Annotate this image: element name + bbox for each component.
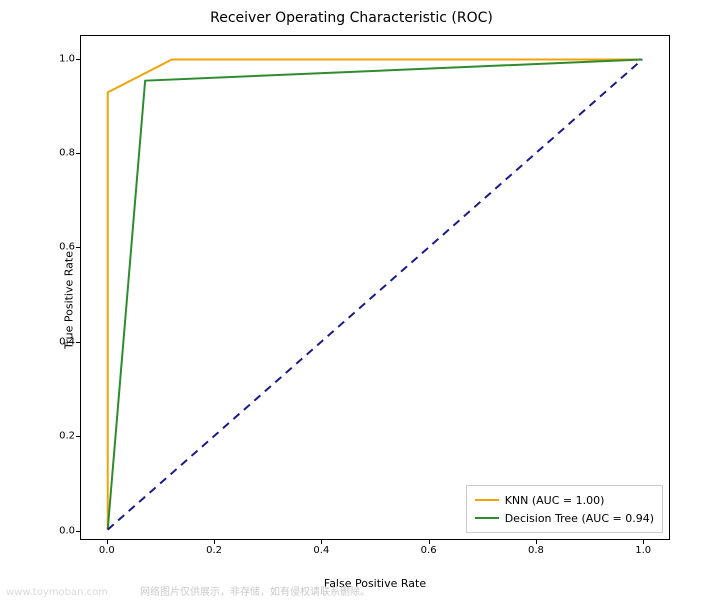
xtick-mark (643, 540, 644, 544)
legend-label-decision-tree: Decision Tree (AUC = 0.94) (505, 512, 654, 525)
series-diagonal (108, 60, 643, 530)
roc-chart: Receiver Operating Characteristic (ROC) … (0, 0, 703, 600)
ytick-mark (76, 59, 80, 60)
ytick-label: 0.4 (45, 336, 75, 347)
xtick-mark (536, 540, 537, 544)
ytick-label: 0.6 (45, 242, 75, 253)
xtick-label: 0.0 (99, 545, 115, 556)
ytick-mark (76, 153, 80, 154)
xtick-label: 0.4 (313, 545, 329, 556)
ytick-label: 0.2 (45, 431, 75, 442)
ytick-mark (76, 342, 80, 343)
xtick-mark (321, 540, 322, 544)
ytick-mark (76, 247, 80, 248)
y-axis-label: True Positive Rate (63, 251, 76, 349)
xtick-label: 0.2 (206, 545, 222, 556)
legend-item-knn: KNN (AUC = 1.00) (475, 491, 654, 509)
ytick-mark (76, 436, 80, 437)
xtick-mark (214, 540, 215, 544)
xtick-label: 0.8 (528, 545, 544, 556)
legend-label-knn: KNN (AUC = 1.00) (505, 494, 605, 507)
ytick-label: 0.8 (45, 147, 75, 158)
ytick-label: 1.0 (45, 53, 75, 64)
watermark-site: www.toymoban.com (6, 587, 108, 598)
legend-swatch-decision-tree (475, 517, 499, 519)
plot-area: KNN (AUC = 1.00) Decision Tree (AUC = 0.… (80, 35, 670, 540)
chart-title: Receiver Operating Characteristic (ROC) (0, 10, 703, 26)
chart-lines (81, 36, 669, 539)
legend-item-decision-tree: Decision Tree (AUC = 0.94) (475, 509, 654, 527)
legend-swatch-knn (475, 499, 499, 501)
ytick-mark (76, 531, 80, 532)
watermark-notice: 网络图片仅供展示，非存储，如有侵权请联系删除。 (140, 583, 370, 598)
xtick-mark (429, 540, 430, 544)
legend: KNN (AUC = 1.00) Decision Tree (AUC = 0.… (466, 485, 663, 533)
xtick-label: 0.6 (421, 545, 437, 556)
xtick-label: 1.0 (635, 545, 651, 556)
xtick-mark (107, 540, 108, 544)
ytick-label: 0.0 (45, 525, 75, 536)
